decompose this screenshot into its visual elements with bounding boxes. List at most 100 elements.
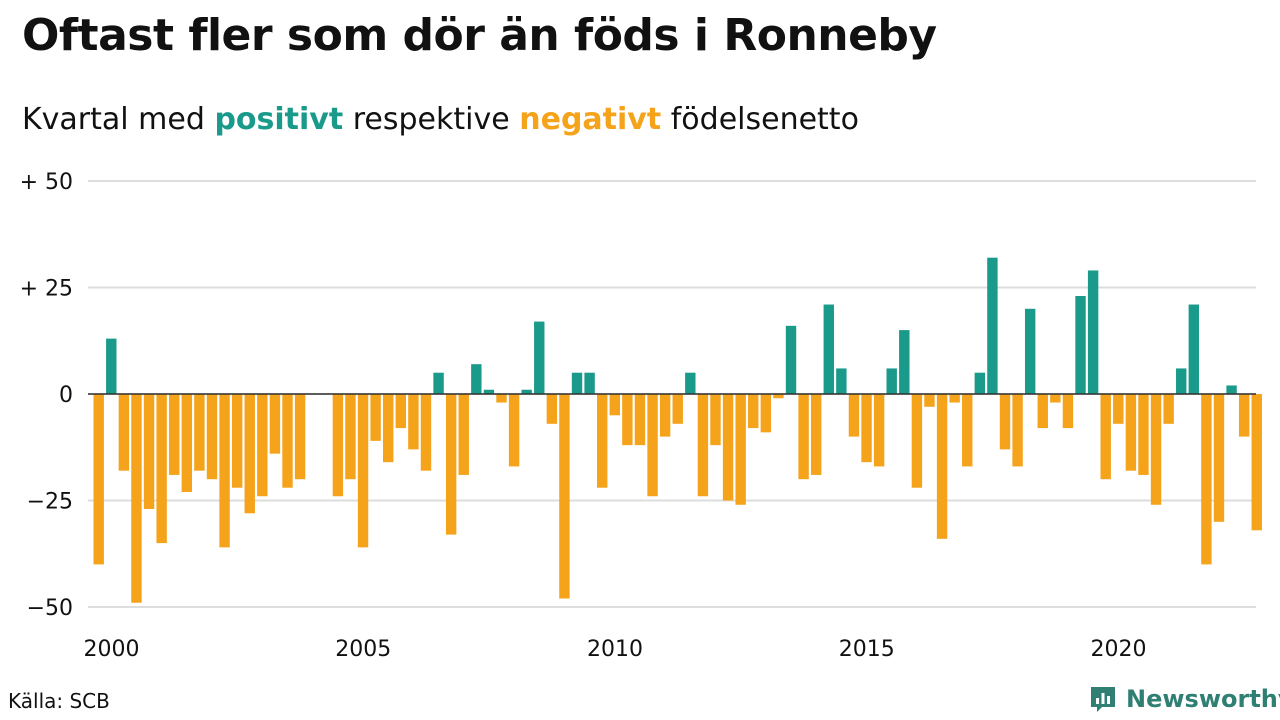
bar [735,394,746,505]
bar [1050,394,1061,403]
bar [433,372,444,394]
bar [345,394,356,480]
bar [458,394,469,475]
x-tick-label: 2015 [839,637,895,662]
bar [93,394,104,565]
y-tick-label: −50 [27,596,73,621]
bar [395,394,406,429]
bar [999,394,1011,450]
bar [584,372,595,394]
bar [785,325,797,394]
bar [1012,394,1023,467]
bar [206,394,218,480]
bar [748,394,759,429]
bar [546,394,558,424]
bar [496,394,507,403]
bar [1138,394,1149,475]
subtitle-suffix: födelsenetto [670,102,859,137]
bar [445,394,457,535]
bar [181,394,193,492]
bar [685,372,696,394]
bar [962,394,973,467]
bar [710,394,721,446]
bar [798,394,809,480]
bar [899,330,910,394]
bar [836,368,847,394]
x-tick-label: 2020 [1091,637,1147,662]
bar [357,394,369,548]
bar [823,304,834,394]
bar [571,372,583,394]
bar [131,394,142,603]
bar [471,364,482,394]
bar [508,394,520,467]
bar [659,394,671,437]
bar [118,394,130,471]
chart-title: Oftast fler som dör än föds i Ronneby [22,10,937,61]
bar [420,394,432,471]
bar [231,394,243,488]
bar [1113,394,1124,424]
y-tick-label: 0 [59,383,73,408]
bar [672,394,683,424]
bar [1087,270,1099,394]
bar [936,394,948,539]
bar [383,394,394,463]
bar [143,394,155,510]
bar [848,394,860,437]
bar [622,394,633,446]
bar [1163,394,1174,424]
bar [244,394,255,514]
y-tick-label: + 25 [20,277,73,302]
bar [1251,394,1262,531]
bar [609,394,620,416]
y-tick-label: −25 [27,490,73,515]
bar [987,257,998,394]
bar [269,394,281,454]
brand-name: Newsworthy [1126,685,1280,713]
x-tick-label: 2000 [84,637,140,662]
bar [1226,385,1237,394]
bar [1075,296,1086,394]
bar [534,321,545,394]
bar [634,394,646,446]
subtitle-positive-word: positivt [214,102,344,137]
bar [294,394,306,480]
bar [282,394,293,488]
y-tick-label: + 50 [20,170,73,195]
bar [924,394,935,407]
bar [370,394,381,441]
bar [1238,394,1250,437]
bar [861,394,872,463]
bar [647,394,658,497]
bar [1100,394,1111,480]
bar [886,368,897,394]
bar-chart: + 50 + 25 0 −25 −50 2000 2005 2010 2015 2020 [20,170,1262,662]
bar [257,394,268,497]
bar [974,372,986,394]
bar [169,394,180,475]
brand-logo: Newsworthy [1088,684,1280,714]
bar [1176,368,1187,394]
bar [408,394,419,450]
bar [559,394,570,599]
bar [1213,394,1225,522]
bar [773,394,784,399]
bar [1150,394,1162,505]
bar [697,394,709,497]
subtitle-middle: respektive [352,102,510,137]
bar [1201,394,1212,565]
bar [483,389,495,394]
bar [332,394,344,497]
bar [1125,394,1137,471]
bar [219,394,230,548]
bar [873,394,885,467]
bar [106,338,117,394]
chart-subtitle: Kvartal med positivt respektive negativt… [22,102,859,137]
bar [722,394,734,501]
bar [760,394,772,433]
x-tick-label: 2010 [587,637,643,662]
bar [521,389,532,394]
bar [156,394,167,544]
bar [1188,304,1200,394]
